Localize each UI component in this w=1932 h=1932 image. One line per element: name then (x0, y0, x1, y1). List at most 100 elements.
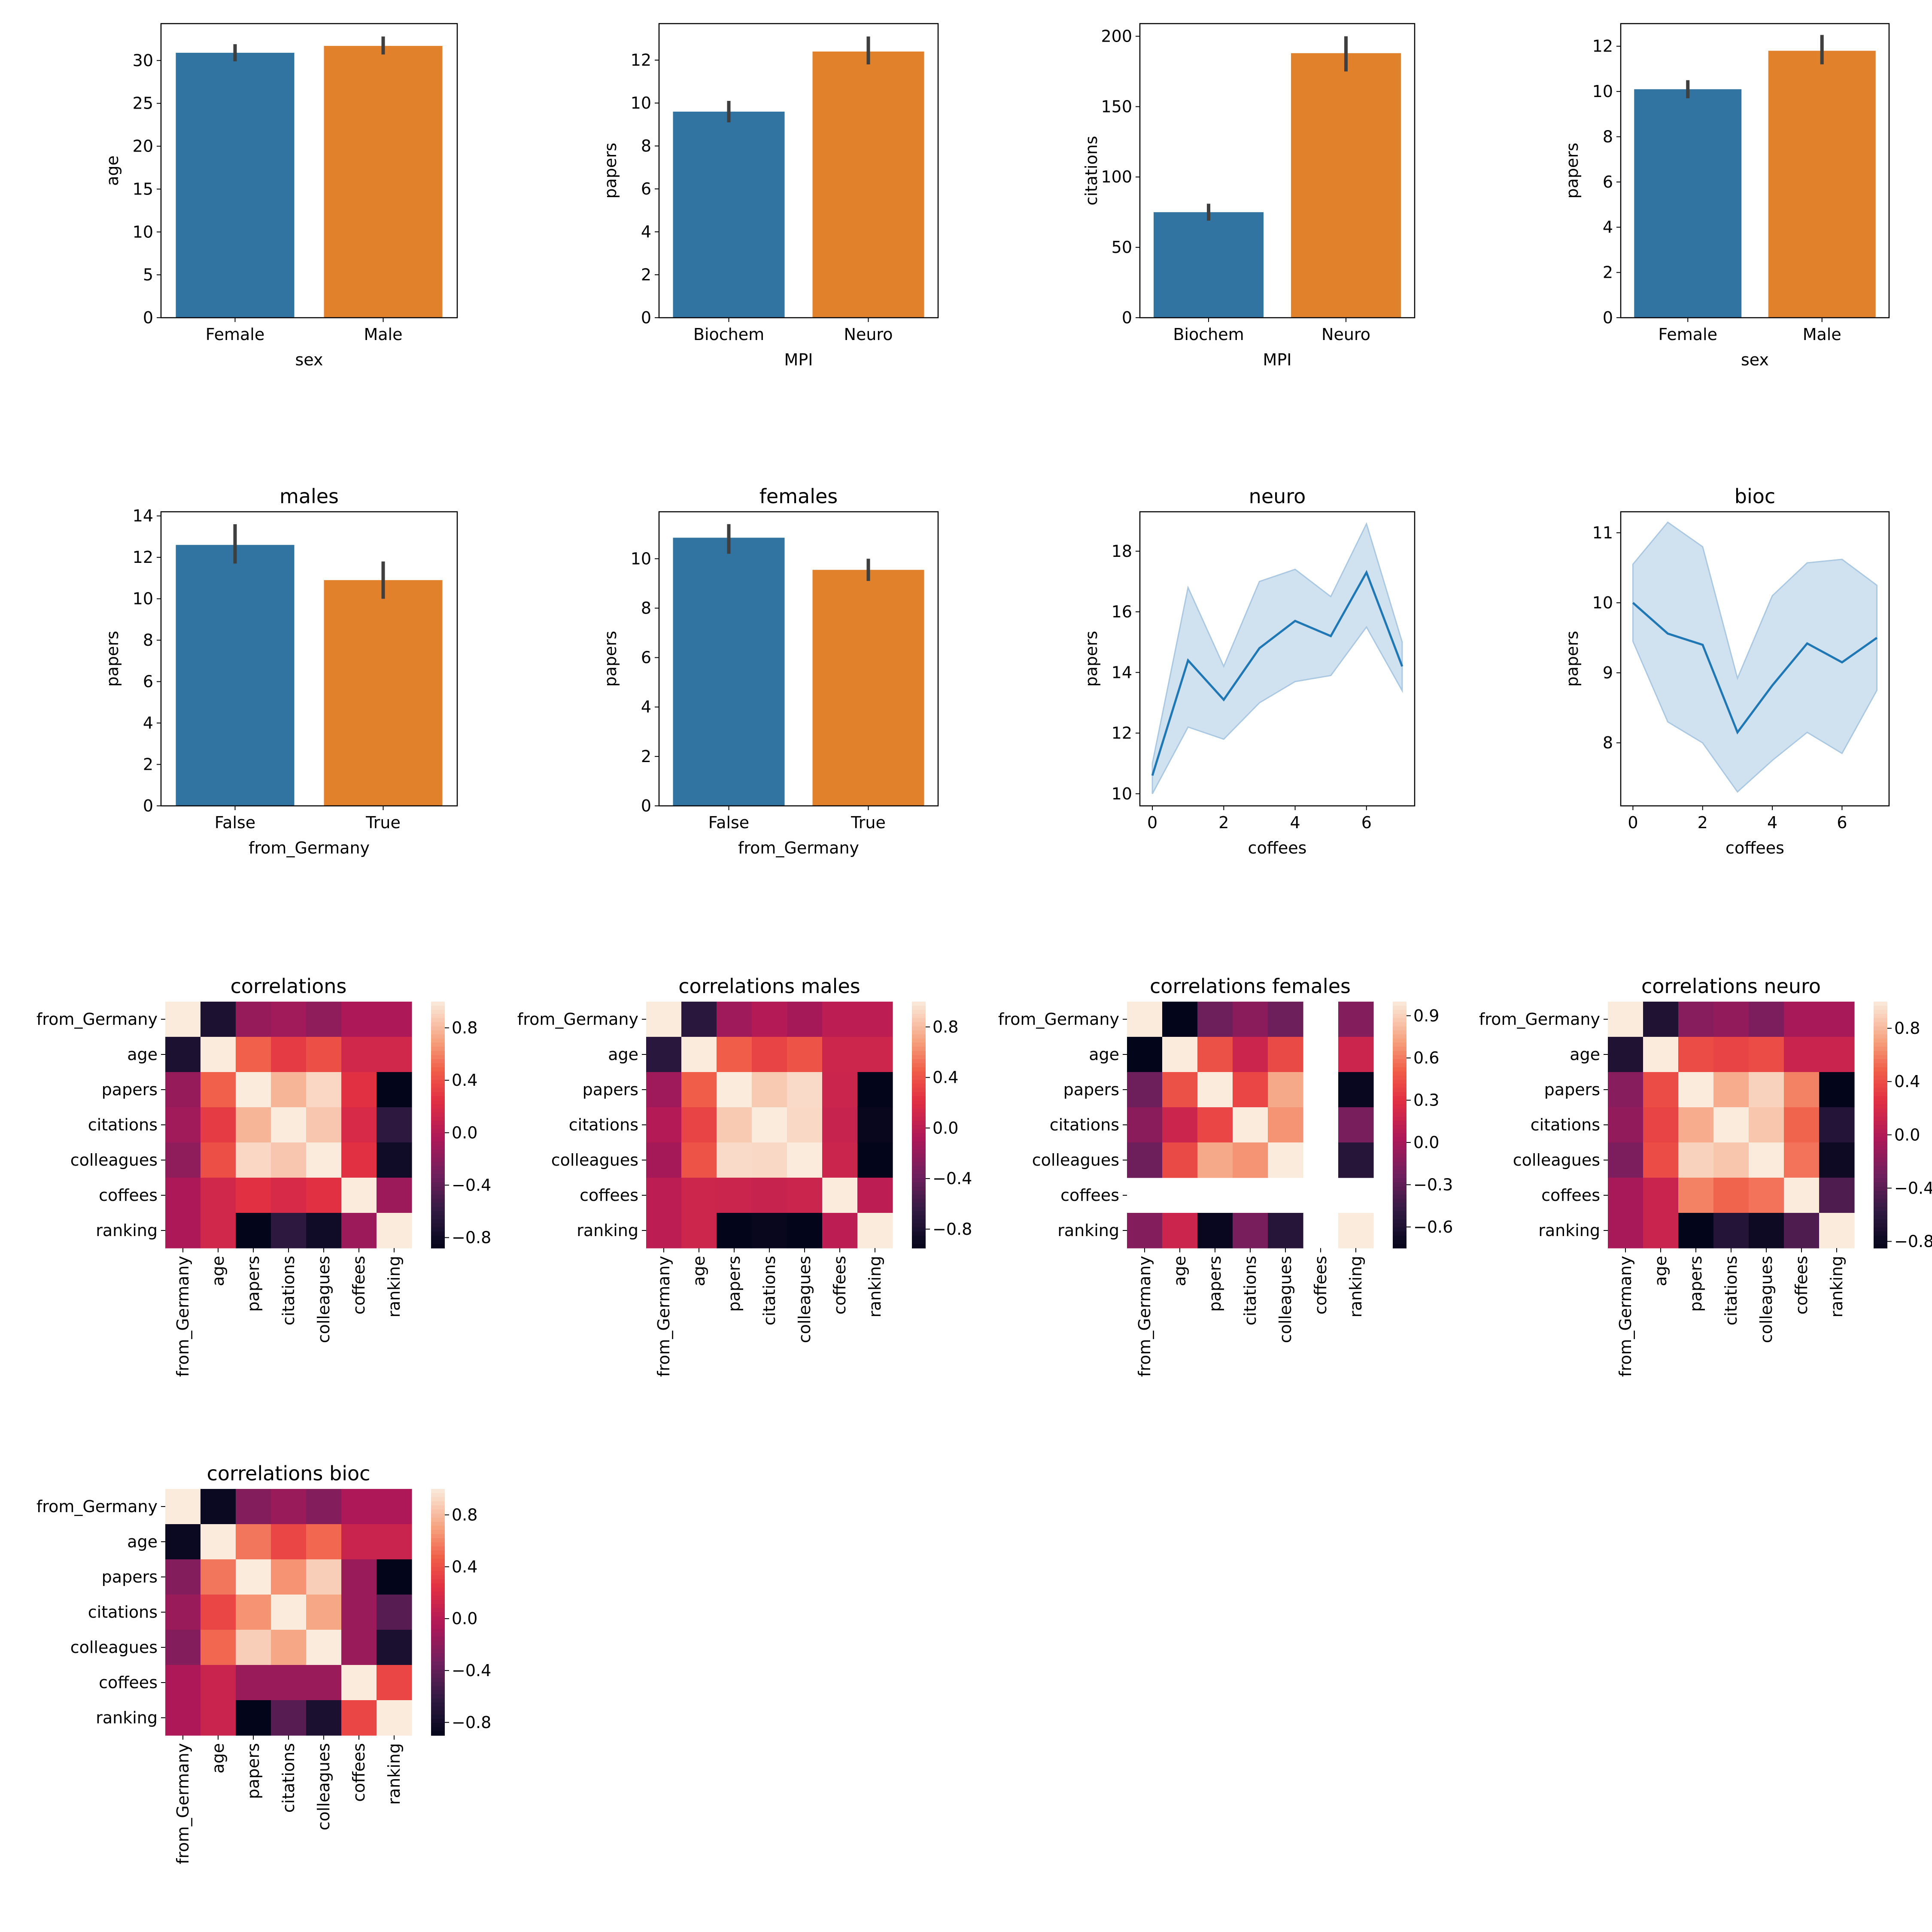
colorbar-segment (1393, 1104, 1406, 1109)
x-tick-label: 6 (1837, 813, 1847, 832)
colorbar-segment (431, 1719, 445, 1724)
heatmap-cell (271, 1037, 307, 1072)
heatmap-cell (1233, 1213, 1268, 1249)
colorbar-segment (431, 1624, 445, 1629)
colorbar-segment (912, 1191, 926, 1195)
colorbar-tick-label: 0.0 (933, 1118, 958, 1137)
heatmap-cell (752, 1002, 787, 1037)
x-tick-label: Neuro (1321, 325, 1370, 344)
y-tick-label: 150 (1101, 97, 1132, 116)
y-tick-label: 10 (631, 549, 651, 568)
colorbar-segment (431, 1501, 445, 1506)
x-tick-label: True (851, 813, 886, 832)
heatmap-cell (377, 1489, 412, 1525)
heatmap-cell (200, 1178, 236, 1213)
heatmap-cell (1643, 1107, 1679, 1143)
heatmap-cell (271, 1559, 307, 1595)
y-tick-label: 5 (143, 265, 153, 284)
colorbar-segment (1874, 1047, 1887, 1051)
heatmap-cell (306, 1595, 342, 1630)
colorbar-segment (1874, 1030, 1887, 1035)
colorbar-segment (431, 1153, 445, 1158)
colorbar-segment (1874, 1108, 1887, 1113)
x-axis-label: from_Germany (249, 838, 370, 857)
heatmap-cell (1819, 1072, 1855, 1108)
colorbar-segment (1393, 1178, 1406, 1183)
colorbar-segment (1393, 1042, 1406, 1048)
heatmap-cell (1162, 1037, 1198, 1072)
heatmap-cell (646, 1213, 682, 1249)
y-tick-label: 0 (641, 308, 651, 327)
colorbar-segment (431, 1653, 445, 1658)
chart-title: males (279, 485, 339, 508)
colorbar-segment (912, 1100, 926, 1105)
x-axis-label: sex (1741, 350, 1769, 369)
colorbar-segment (1393, 1211, 1406, 1216)
heatmap-cell (1268, 1213, 1303, 1249)
heatmap-cell (681, 1037, 717, 1072)
colorbar-segment (431, 1592, 445, 1596)
colorbar-segment (431, 1645, 445, 1649)
heatmap-cell (1338, 1072, 1374, 1108)
heatmap-cell (236, 1700, 271, 1736)
colorbar-segment (431, 1026, 445, 1031)
colorbar-tick-label: 0.8 (1894, 1019, 1920, 1038)
heatmap-cell (787, 1178, 823, 1213)
heatmap-cell (236, 1524, 271, 1560)
heatmap-cell (200, 1700, 236, 1736)
colorbar-segment (1874, 1244, 1887, 1249)
heatmap-cell (787, 1107, 823, 1143)
x-axis-label: coffees (1725, 838, 1784, 857)
colorbar-segment (431, 1215, 445, 1220)
colorbar-tick-label: −0.4 (1894, 1179, 1932, 1197)
colorbar-segment (912, 1174, 926, 1179)
colorbar-tick-label: 0.0 (1413, 1133, 1439, 1152)
column-label: colleagues (314, 1743, 333, 1830)
heatmap-cell (1338, 1107, 1374, 1143)
colorbar-segment (431, 1558, 445, 1563)
column-label: ranking (866, 1256, 884, 1318)
colorbar-segment (1393, 1047, 1406, 1051)
colorbar-segment (1393, 1075, 1406, 1080)
y-tick-label: 0 (1122, 308, 1132, 327)
colorbar-segment (1874, 1112, 1887, 1117)
colorbar-segment (1874, 1219, 1887, 1224)
heatmap-cell (236, 1002, 271, 1037)
colorbar-segment (431, 1162, 445, 1166)
row-label: citations (569, 1115, 638, 1134)
heatmap-cell (377, 1142, 412, 1178)
colorbar-segment (1393, 1026, 1406, 1031)
heatmap-cell (1233, 1037, 1268, 1072)
heatmap-cell (1749, 1107, 1784, 1143)
heatmap-cell (271, 1665, 307, 1701)
colorbar-segment (1393, 1108, 1406, 1113)
x-tick-label: Female (1659, 325, 1717, 344)
heatmap-cell (787, 1037, 823, 1072)
colorbar-segment (1874, 1170, 1887, 1175)
heatmap-cell (271, 1524, 307, 1560)
y-tick-label: 2 (641, 265, 651, 284)
y-tick-label: 6 (641, 648, 651, 667)
colorbar-segment (912, 1194, 926, 1199)
x-tick-label: True (365, 813, 401, 832)
colorbar-tick-label: −0.4 (933, 1169, 972, 1188)
heatmap-cell (1608, 1107, 1643, 1143)
heatmap-cell (377, 1630, 412, 1665)
heatmap-cell (1678, 1107, 1714, 1143)
colorbar-segment (912, 1026, 926, 1031)
colorbar-segment (1874, 1227, 1887, 1232)
column-label: citations (760, 1256, 779, 1325)
colorbar-segment (912, 1116, 926, 1121)
colorbar-segment (431, 1698, 445, 1703)
colorbar-segment (431, 1612, 445, 1617)
y-tick-label: 14 (1112, 663, 1132, 682)
colorbar-segment (431, 1710, 445, 1715)
colorbar-segment (431, 1628, 445, 1633)
heatmap-cell (1784, 1002, 1820, 1037)
heatmap-cell (1749, 1037, 1784, 1072)
heatmap-cell (1197, 1142, 1233, 1178)
heatmap-cell (1608, 1072, 1643, 1108)
column-label: citations (279, 1743, 298, 1813)
heatmap-cell (165, 1178, 201, 1213)
column-label: papers (725, 1256, 744, 1312)
